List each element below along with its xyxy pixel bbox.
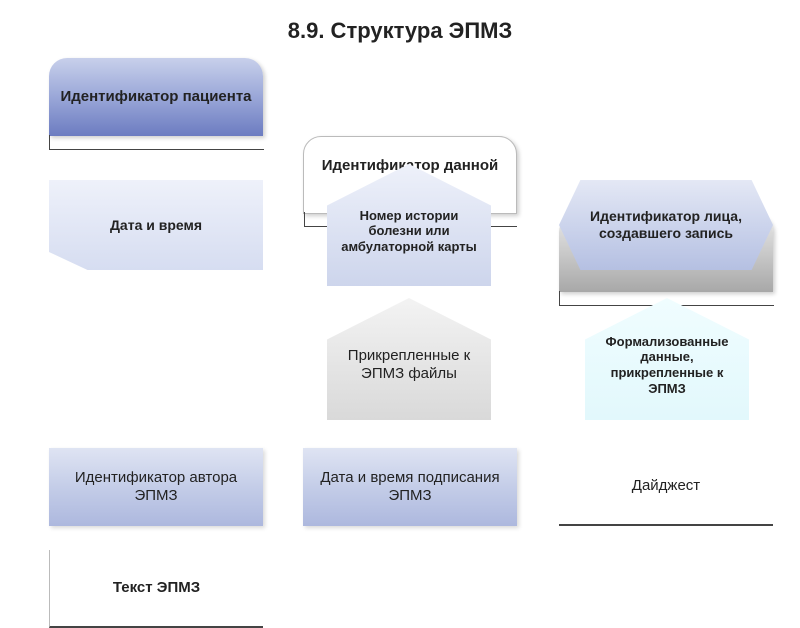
node-sign-datetime: Дата и время подписания ЭПМЗ [303,448,517,526]
node-author-id: Идентификатор автора ЭПМЗ [49,448,263,526]
node-patient-id: Идентификатор пациента [49,58,263,136]
node-text-epmz: Текст ЭПМЗ [49,550,263,628]
diagram-grid: Идентификатор пациента Идентификатор дан… [15,58,785,370]
node-creator-id: Идентификатор лица, создавшего запись [559,180,773,270]
node-attachments: Прикрепленные к ЭПМЗ файлы [327,298,491,420]
node-formal-data: Формализованные данные, прикрепленные к … [585,298,749,420]
node-datetime: Дата и время [49,180,263,270]
node-digest: Дайджест [559,448,773,526]
page-title: 8.9. Структура ЭПМЗ [0,0,800,58]
